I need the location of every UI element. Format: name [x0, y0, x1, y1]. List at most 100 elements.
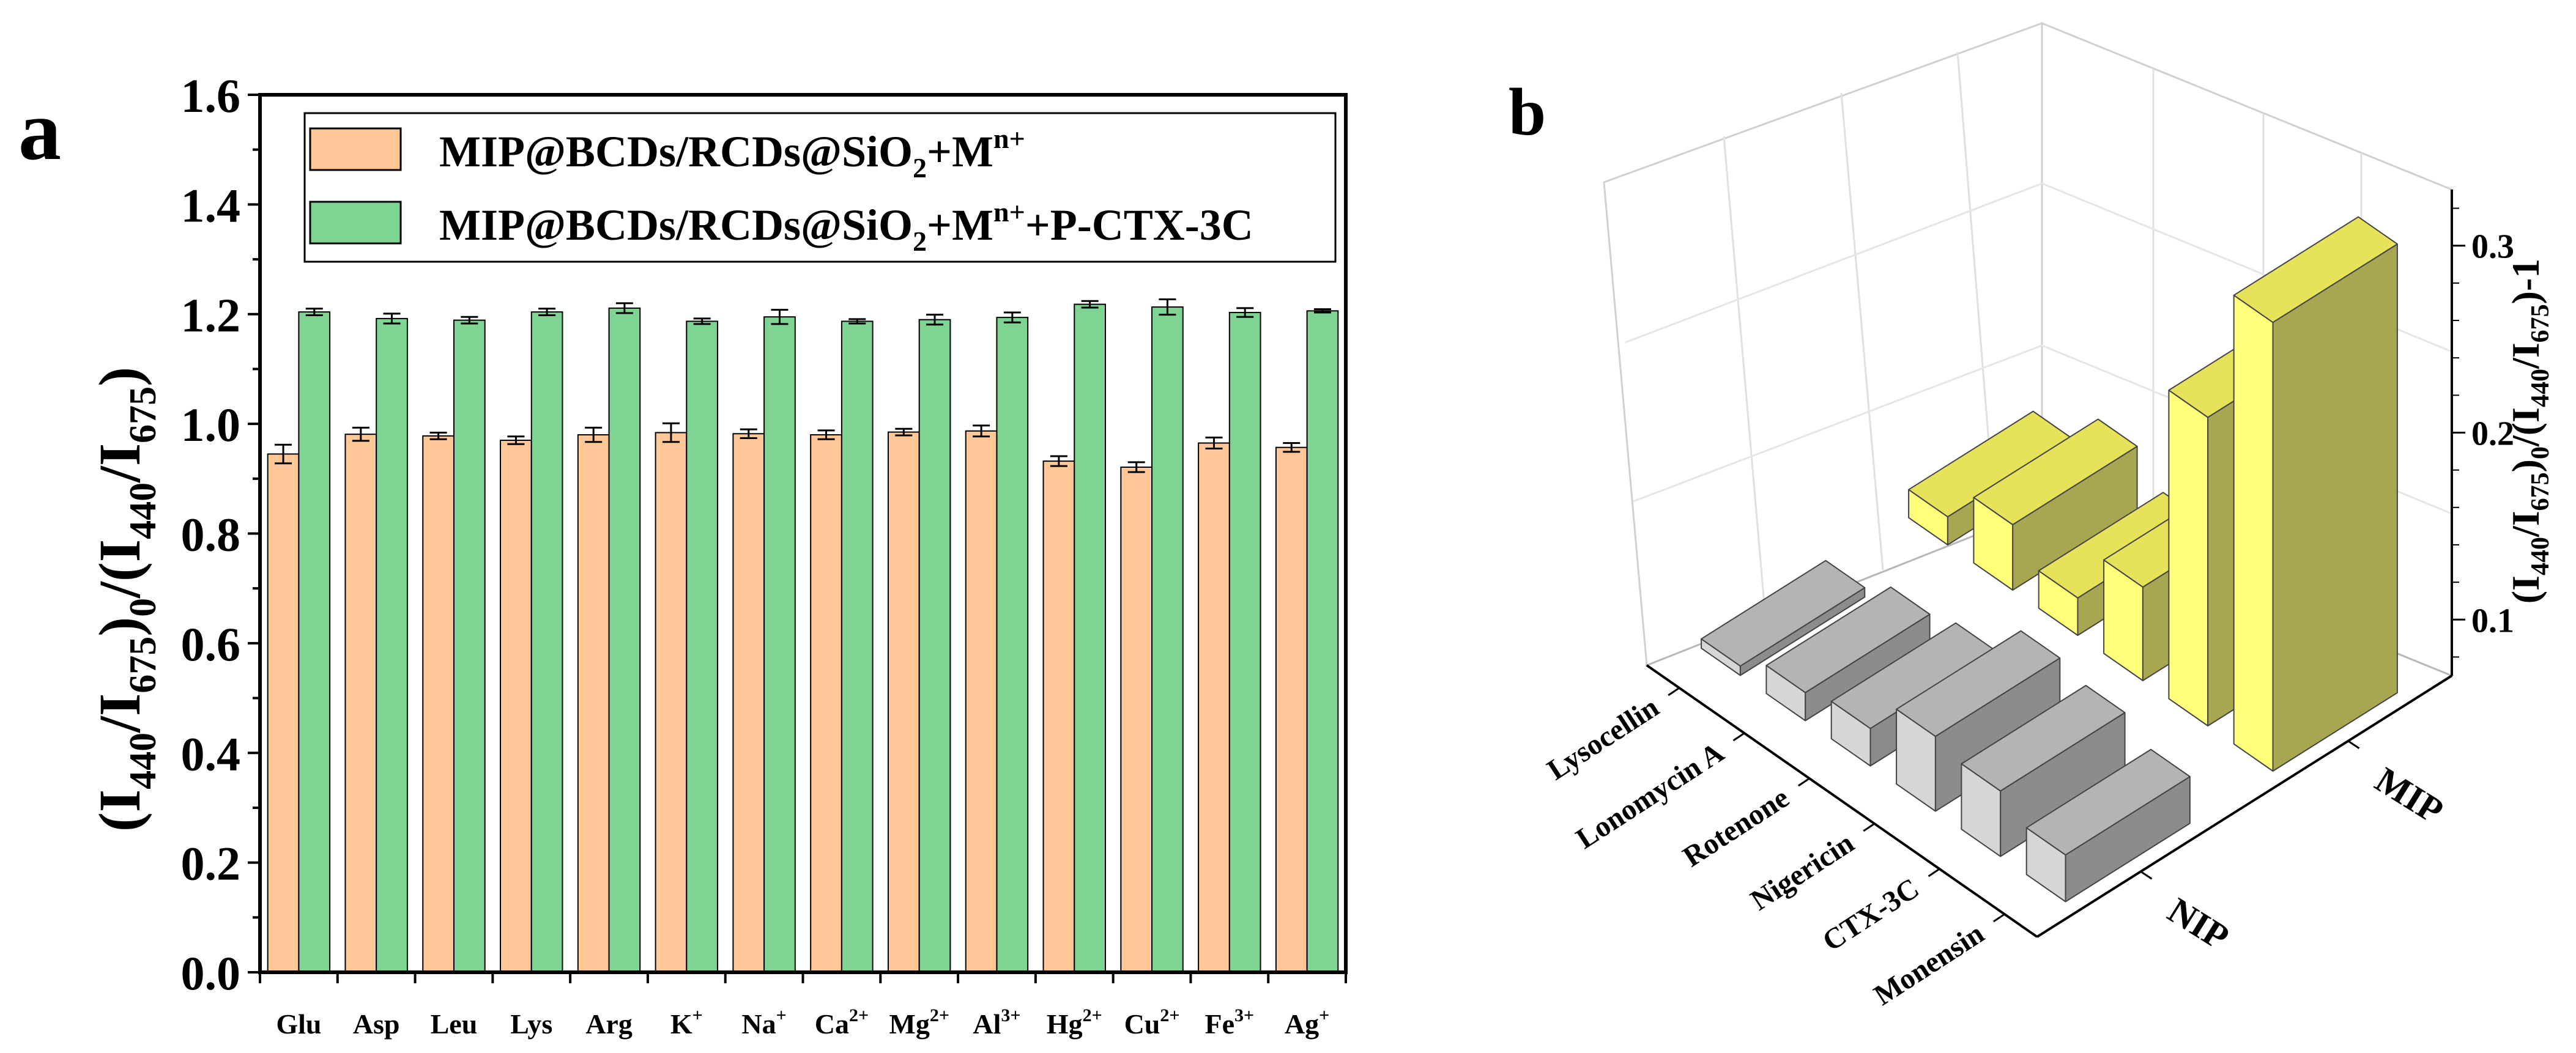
bar3d-mip-lonomycin-a: [1973, 418, 2138, 591]
bar-toxin-leu: [453, 319, 486, 973]
bar-bare-glu: [267, 453, 300, 973]
panel-label-a: a: [18, 83, 61, 178]
bar-toxin-asp: [376, 317, 408, 973]
bar-bare-leu: [422, 435, 455, 973]
x-tick-label-k: K+: [670, 1005, 703, 1040]
bar-face-top: [2025, 748, 2191, 856]
group-tick-nip: [2140, 871, 2153, 880]
bar-toxin-ag: [1306, 310, 1339, 973]
bar-face-front: [2272, 243, 2398, 772]
bar-toxin-na: [763, 316, 796, 973]
x-tick-labels: Glu Asp Leu Lys Arg K+ Na+ Ca2+ Mg2+ Al3+ Hg2+ Cu2+…: [276, 1005, 1329, 1040]
bar-face-left: [2168, 390, 2209, 726]
bar-bare-ag: [1275, 446, 1308, 973]
legend-label-toxin: MIP@BCDs/RCDs@SiO2+Mn++P-CTX-3C: [439, 196, 1253, 257]
bar-bare-hg2: [1042, 460, 1075, 973]
y-tick-label: 1.6: [181, 69, 241, 122]
y-tick-label: 1.2: [181, 289, 241, 342]
bar-bare-arg: [577, 434, 610, 973]
error-bar-toxin-fe3: [1236, 307, 1254, 318]
error-bar-toxin-k: [693, 317, 711, 325]
bar-chart-panel-a: a 0.0 0.2 0.4 0.6 0.8 1.0 1.2 1.4 1.6 Glu Asp Leu L…: [18, 69, 1348, 1040]
x-tick-label-asp: Asp: [353, 1008, 400, 1040]
x-tick-label-al3: Al3+: [973, 1005, 1020, 1040]
x-tick-label-arg: Arg: [585, 1008, 633, 1040]
bar-bare-cu2: [1120, 466, 1153, 973]
error-bar-bare-hg2: [1050, 455, 1067, 467]
x-tick-label-leu: Leu: [431, 1008, 478, 1040]
y-tick-label: 0.8: [181, 508, 241, 561]
y-axis-title: (I440/I675)0/(I440/I675): [87, 367, 164, 832]
error-bar-toxin-leu: [461, 316, 478, 325]
x-tick-label-glu: Glu: [276, 1008, 321, 1040]
bar-toxin-fe3: [1228, 312, 1261, 974]
bar-toxin-lys: [530, 311, 563, 974]
bar3d-nip-ctx-3c: [1961, 685, 2126, 857]
bar3d-nip-monensin: [2025, 748, 2191, 903]
panel-label-b: b: [1509, 75, 1546, 149]
x-tick-label-na: Na+: [741, 1005, 786, 1040]
3d-bars-group: [1701, 216, 2398, 903]
error-bar-bare-mg2: [895, 427, 913, 437]
y-tick-label: 0.6: [181, 618, 241, 671]
category-tick-monensin: [1993, 913, 2005, 923]
error-bar-toxin-lys: [538, 308, 556, 317]
legend-swatch-bare: [309, 127, 402, 171]
legend-box: [303, 112, 1337, 263]
error-bar-toxin-mg2: [926, 314, 944, 326]
error-bar-toxin-hg2: [1081, 300, 1099, 309]
error-bar-bare-glu: [275, 443, 292, 465]
category-tick-rotenone: [1798, 777, 1810, 787]
error-bar-bare-cu2: [1127, 461, 1145, 473]
bar-toxin-al3: [996, 317, 1029, 973]
error-bar-bare-k: [662, 422, 680, 443]
bar-face-top: [2233, 216, 2398, 323]
category-tick-ctx-3c: [1928, 868, 1940, 878]
bar-bare-fe3: [1198, 442, 1230, 973]
x-tick-label-ca2: Ca2+: [815, 1005, 869, 1040]
legend-swatch-toxin: [309, 201, 402, 245]
category-tick-lysocellin: [1668, 687, 1680, 696]
bar-bare-lys: [500, 440, 532, 973]
error-bar-toxin-cu2: [1159, 298, 1176, 316]
y-tick-label: 0.2: [181, 837, 241, 890]
category-tick-lonomycin-a: [1732, 732, 1745, 742]
x-tick-label-cu2: Cu2+: [1124, 1005, 1180, 1040]
error-bar-toxin-glu: [305, 308, 323, 317]
bar-toxin-glu: [298, 311, 331, 974]
error-bar-bare-fe3: [1205, 437, 1223, 449]
error-bar-toxin-ag: [1313, 308, 1331, 314]
error-bar-bare-ag: [1283, 442, 1301, 453]
z-axis-title: (I440/I675)0/(I440/I675)-1: [2504, 259, 2555, 604]
category-tick-nigericin: [1863, 822, 1875, 832]
error-bar-toxin-arg: [615, 302, 633, 314]
bar3d-mip-monensin: [2233, 216, 2398, 772]
axes-frame: [248, 93, 1348, 983]
y-tick-labels: 0.0 0.2 0.4 0.6 0.8 1.0 1.2 1.4 1.6: [181, 69, 241, 1000]
error-bar-bare-asp: [352, 426, 369, 442]
z-tick-label: 0.3: [2471, 228, 2514, 266]
bar-bare-k: [655, 432, 688, 973]
error-bar-bare-na: [740, 428, 757, 439]
x-tick-label-ag: Ag+: [1285, 1005, 1329, 1040]
bar-toxin-mg2: [918, 319, 951, 973]
legend: MIP@BCDs/RCDs@SiO2+Mn+ MIP@BCDs/RCDs@SiO…: [303, 112, 1337, 263]
error-bar-toxin-ca2: [848, 318, 866, 325]
x-tick-label-lys: Lys: [510, 1008, 552, 1040]
error-bar-bare-leu: [429, 431, 447, 440]
z-tick-label: 0.1: [2471, 602, 2514, 640]
bar-toxin-hg2: [1074, 303, 1106, 974]
x-tick-label-hg2: Hg2+: [1047, 1005, 1102, 1040]
bar-toxin-ca2: [841, 320, 874, 973]
bar-face-top: [1961, 685, 2126, 792]
bar-face-top: [1765, 586, 1931, 693]
bar-face-top: [1896, 630, 2061, 737]
x-tick-label-fe3: Fe3+: [1205, 1005, 1255, 1040]
z-tick-label: 0.2: [2471, 415, 2514, 453]
group-tick-mip: [2347, 740, 2360, 749]
bar3d-nip-lonomycin-a: [1765, 586, 1931, 722]
y-tick-label: 1.4: [181, 179, 241, 232]
z-tick-labels: 0.1 0.2 0.3: [2452, 207, 2514, 658]
y-tick-label: 1.0: [181, 398, 241, 451]
bar-toxin-arg: [608, 307, 641, 973]
